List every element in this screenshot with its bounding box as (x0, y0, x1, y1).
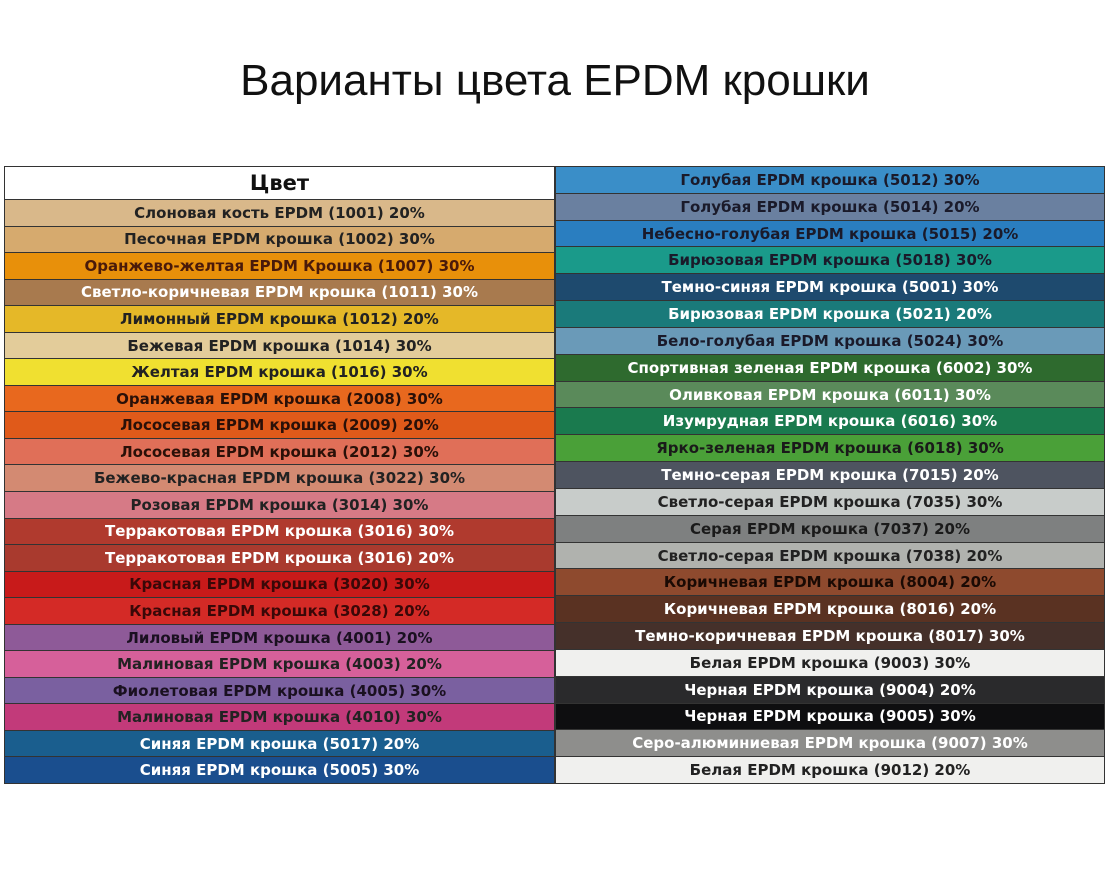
color-row: Бежево-красная EPDM крошка (3022) 30% (5, 465, 554, 493)
color-row: Светло-серая EPDM крошка (7035) 30% (556, 488, 1104, 516)
color-row: Песочная EPDM крошка (1002) 30% (5, 226, 554, 254)
color-row: Черная EPDM крошка (9005) 30% (556, 703, 1104, 731)
color-row: Небесно-голубая EPDM крошка (5015) 20% (556, 220, 1104, 248)
color-row: Голубая EPDM крошка (5012) 30% (556, 167, 1104, 194)
color-row: Красная EPDM крошка (3020) 30% (5, 571, 554, 599)
color-row: Изумрудная EPDM крошка (6016) 30% (556, 408, 1104, 436)
color-row: Спортивная зеленая EPDM крошка (6002) 30… (556, 354, 1104, 382)
color-row: Терракотовая EPDM крошка (3016) 20% (5, 545, 554, 572)
color-row: Белая EPDM крошка (9003) 30% (556, 649, 1104, 677)
color-row: Лимонный EPDM крошка (1012) 20% (5, 306, 554, 333)
color-row: Бирюзовая EPDM крошка (5018) 30% (556, 247, 1104, 275)
right-column: Голубая EPDM крошка (5012) 30% Голубая EP… (556, 167, 1104, 784)
color-row: Бело-голубая EPDM крошка (5024) 30% (556, 327, 1104, 355)
page-title: Варианты цвета EPDM крошки (240, 56, 870, 105)
color-row: Темно-синяя EPDM крошка (5001) 30% (556, 274, 1104, 302)
color-row: Коричневая EPDM крошка (8016) 20% (556, 596, 1104, 624)
color-row: Бежевая EPDM крошка (1014) 30% (5, 332, 554, 360)
color-row: Лососевая EPDM крошка (2012) 30% (5, 438, 554, 466)
color-row: Темно-серая EPDM крошка (7015) 20% (556, 462, 1104, 489)
table-header: Цвет (5, 167, 554, 200)
color-row: Серая EPDM крошка (7037) 20% (556, 515, 1104, 543)
color-row: Малиновая EPDM крошка (4010) 30% (5, 704, 554, 731)
color-row: Светло-серая EPDM крошка (7038) 20% (556, 542, 1104, 570)
color-row: Ярко-зеленая EPDM крошка (6018) 30% (556, 435, 1104, 463)
color-row: Бирюзовая EPDM крошка (5021) 20% (556, 301, 1104, 328)
color-row: Желтая EPDM крошка (1016) 30% (5, 359, 554, 386)
color-row: Темно-коричневая EPDM крошка (8017) 30% (556, 623, 1104, 650)
color-row: Серо-алюминиевая EPDM крошка (9007) 30% (556, 730, 1104, 758)
color-row: Лососевая EPDM крошка (2009) 20% (5, 412, 554, 439)
color-row: Синяя EPDM крошка (5017) 20% (5, 730, 554, 758)
color-row: Белая EPDM крошка (9012) 20% (556, 757, 1104, 784)
left-column: Цвет Слоновая кость EPDM (1001) 20% Песоч… (5, 167, 554, 784)
color-row: Оранжевая EPDM крошка (2008) 30% (5, 385, 554, 413)
color-row: Голубая EPDM крошка (5014) 20% (556, 193, 1104, 221)
color-row: Слоновая кость EPDM (1001) 20% (5, 200, 554, 227)
color-row: Светло-коричневая EPDM крошка (1011) 30% (5, 279, 554, 307)
color-row: Терракотовая EPDM крошка (3016) 30% (5, 518, 554, 546)
color-row: Малиновая EPDM крошка (4003) 20% (5, 651, 554, 678)
color-row: Лиловый EPDM крошка (4001) 20% (5, 624, 554, 652)
color-table: Цвет Слоновая кость EPDM (1001) 20% Песоч… (4, 166, 1105, 784)
color-row: Красная EPDM крошка (3028) 20% (5, 598, 554, 625)
color-row: Оливковая EPDM крошка (6011) 30% (556, 381, 1104, 409)
color-row: Розовая EPDM крошка (3014) 30% (5, 492, 554, 519)
color-row: Коричневая EPDM крошка (8004) 20% (556, 569, 1104, 597)
color-row: Оранжево-желтая EPDM Крошка (1007) 30% (5, 253, 554, 280)
color-row: Черная EPDM крошка (9004) 20% (556, 676, 1104, 704)
color-row: Синяя EPDM крошка (5005) 30% (5, 757, 554, 784)
color-row: Фиолетовая EPDM крошка (4005) 30% (5, 677, 554, 705)
